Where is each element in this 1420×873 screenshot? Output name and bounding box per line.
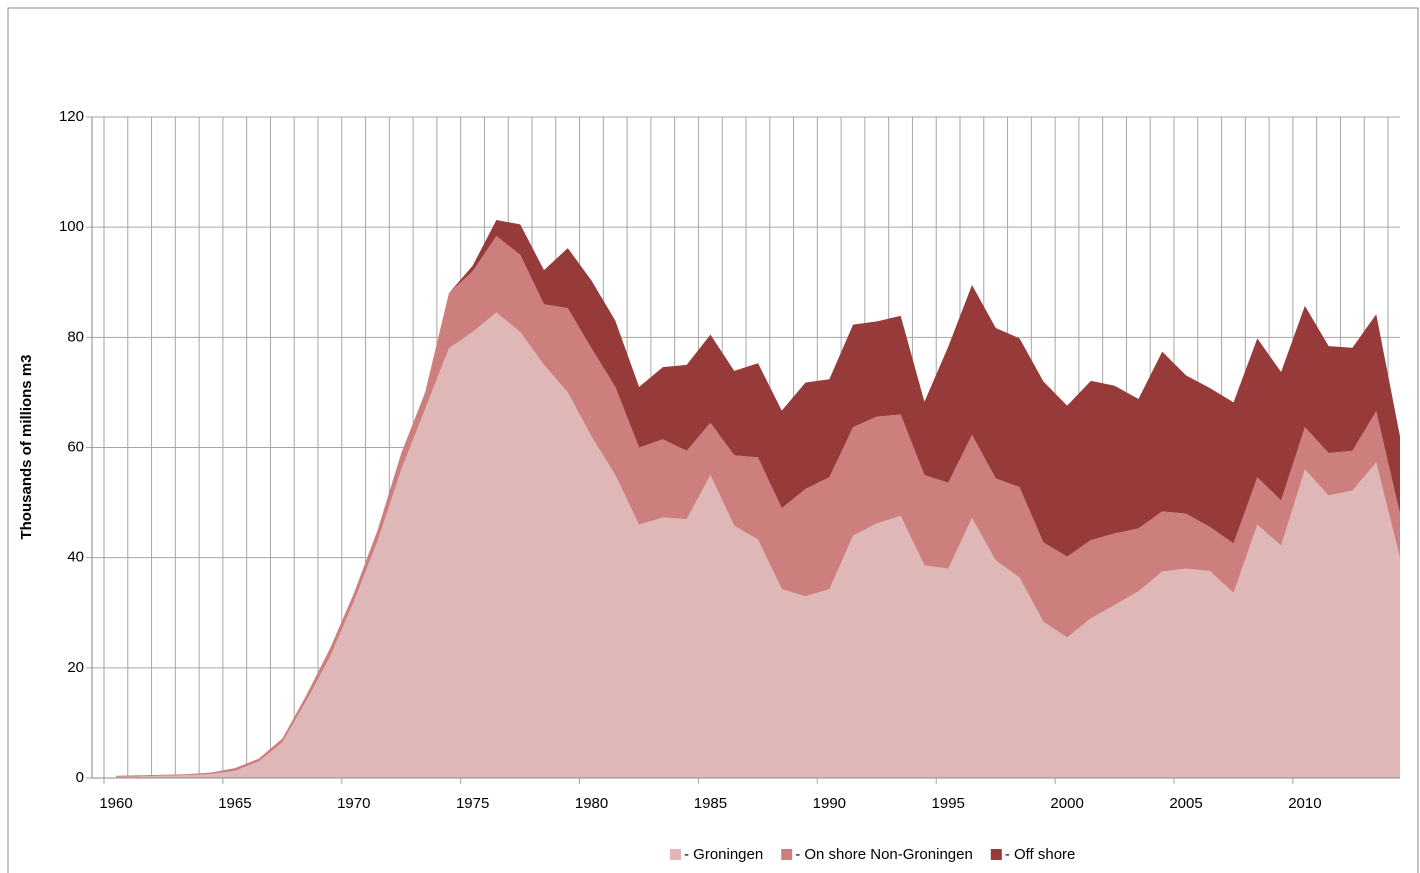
x-tick-label: 1980 [575, 795, 608, 812]
x-tick-label: 1985 [694, 795, 727, 812]
legend-label: - Off shore [1005, 846, 1076, 863]
y-tick-label: 20 [67, 659, 84, 676]
area [116, 312, 1400, 778]
x-tick-label: 2000 [1050, 795, 1083, 812]
x-tick-label: 1975 [456, 795, 489, 812]
area [116, 220, 1400, 776]
y-tick-label: 120 [59, 108, 84, 125]
x-tick-label: 1960 [99, 795, 132, 812]
x-tick-label: 1990 [813, 795, 846, 812]
y-tick-label: 40 [67, 549, 84, 566]
y-tick-label: 100 [59, 218, 84, 235]
legend-label: - Groningen [684, 846, 763, 863]
y-tick-label: 0 [76, 769, 84, 786]
area [116, 235, 1400, 777]
legend-swatch [670, 849, 681, 860]
y-axis-label: Thousands of millions m3 [18, 354, 35, 539]
x-tick-label: 1965 [218, 795, 251, 812]
x-tick-label: 2005 [1169, 795, 1202, 812]
legend-label: - On shore Non-Groningen [795, 846, 973, 863]
legend-swatch [990, 849, 1002, 860]
y-tick-label: 60 [67, 438, 84, 455]
x-tick-label: 2010 [1288, 795, 1321, 812]
y-tick-label: 80 [67, 328, 84, 345]
x-tick-label: 1970 [337, 795, 370, 812]
legend-swatch [781, 849, 793, 860]
x-tick-label: 1995 [932, 795, 965, 812]
